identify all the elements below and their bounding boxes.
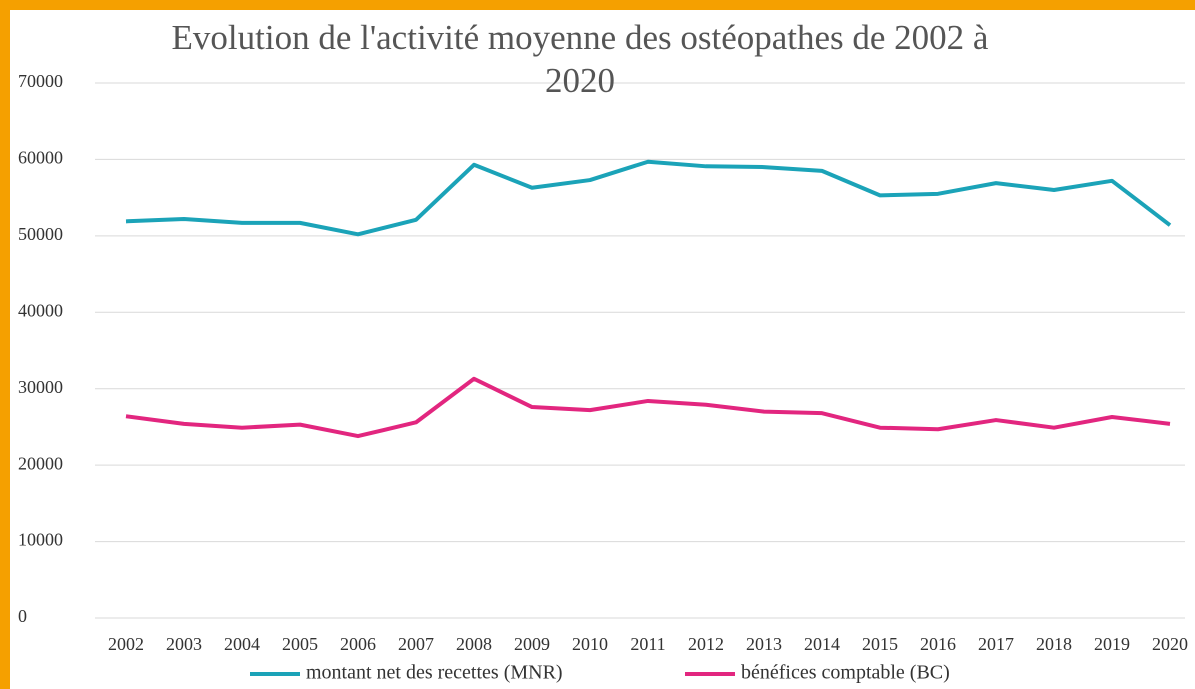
chart-panel: 0 10000 20000 30000 40000 50000 60000 70000 2002…: [10, 10, 1195, 689]
x-tick-label: 2006: [340, 634, 376, 654]
x-tick-label: 2003: [166, 634, 202, 654]
x-tick-label: 2012: [688, 634, 724, 654]
x-tick-label: 2011: [630, 634, 665, 654]
y-tick-label: 10000: [18, 530, 63, 550]
x-tick-label: 2009: [514, 634, 550, 654]
x-tick-label: 2019: [1094, 634, 1130, 654]
x-tick-label: 2017: [978, 634, 1014, 654]
y-tick-label: 70000: [18, 71, 63, 91]
y-tick-label: 60000: [18, 148, 63, 168]
x-tick-label: 2015: [862, 634, 898, 654]
x-tick-label: 2018: [1036, 634, 1072, 654]
y-tick-label: 40000: [18, 300, 63, 320]
chart: 0 10000 20000 30000 40000 50000 60000 70000 2002…: [18, 71, 1188, 684]
y-tick-label: 50000: [18, 224, 63, 244]
data-line: [125, 376, 1171, 439]
chart-title: Evolution de l'activité moyenne des osté…: [171, 18, 989, 100]
x-tick-label: 2002: [108, 634, 144, 654]
x-tick-label: 2020: [1152, 634, 1188, 654]
x-tick-label: 2013: [746, 634, 782, 654]
x-tick-label: 2005: [282, 634, 318, 654]
x-tick-label: 2004: [224, 634, 260, 654]
data-line: [125, 159, 1172, 237]
x-tick-label: 2010: [572, 634, 608, 654]
x-tick-label: 2007: [398, 634, 434, 654]
y-tick-label: 30000: [18, 377, 63, 397]
y-tick-label: 20000: [18, 453, 63, 473]
x-tick-label: 2016: [920, 634, 956, 654]
legend-label: bénéfices comptable (BC): [741, 662, 950, 684]
y-tick-label: 0: [18, 606, 27, 626]
x-tick-label: 2008: [456, 634, 492, 654]
legend-label: montant net des recettes (MNR): [306, 662, 563, 684]
x-tick-label: 2014: [804, 634, 840, 654]
